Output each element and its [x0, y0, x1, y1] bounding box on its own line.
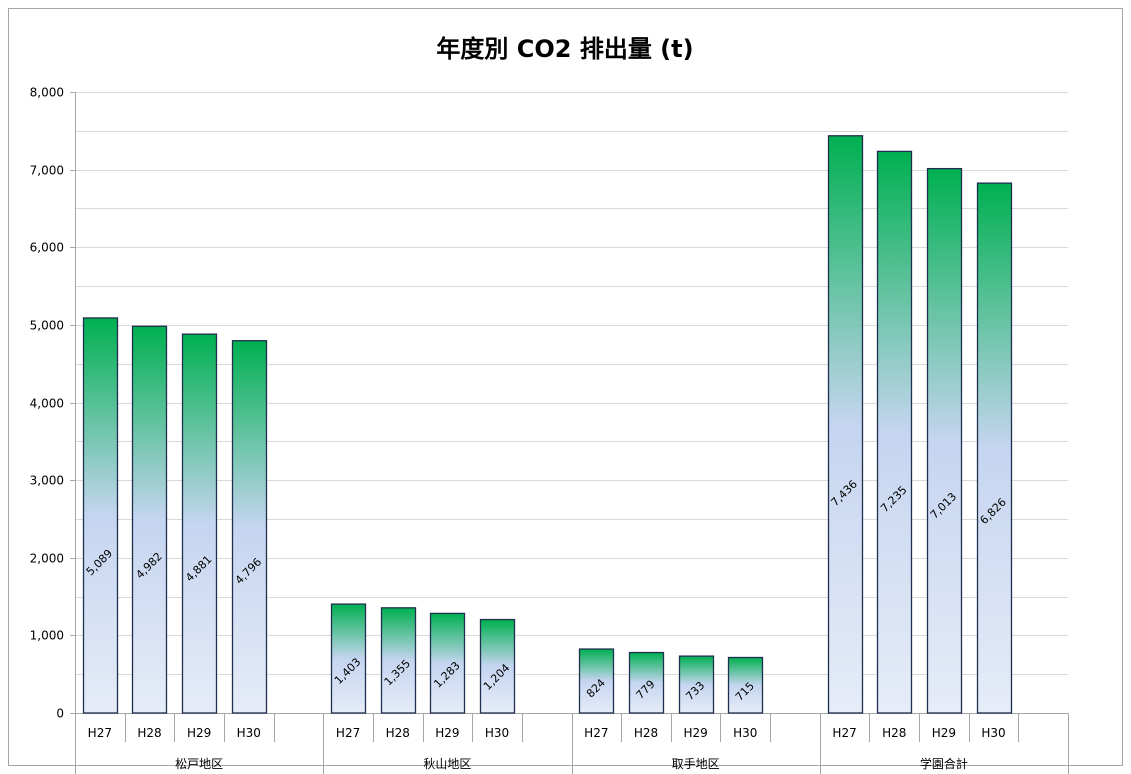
x-tick-label: H27: [336, 726, 360, 740]
y-tick-label: 4,000: [30, 397, 64, 411]
group-label: 秋山地区: [423, 757, 471, 771]
x-tick-label: H27: [88, 726, 112, 740]
bar: [131, 325, 168, 714]
bar: [578, 648, 615, 714]
y-tick-label: 2,000: [30, 552, 64, 566]
bar: [926, 167, 963, 714]
x-tick-label: H28: [634, 726, 658, 740]
chart-title: 年度別 CO2 排出量 (t): [436, 35, 693, 63]
bar: [827, 135, 864, 714]
bar: [429, 612, 466, 714]
x-tick-label: H29: [187, 726, 211, 740]
bar: [181, 333, 218, 714]
group-label: 松戸地区: [175, 757, 223, 771]
x-tick-label: H30: [237, 726, 261, 740]
x-tick-label: H30: [733, 726, 757, 740]
bar: [628, 651, 665, 714]
x-tick-label: H29: [932, 726, 956, 740]
x-tick-label: H27: [832, 726, 856, 740]
chart-frame: [8, 8, 1123, 766]
x-tick-label: H29: [435, 726, 459, 740]
bar: [231, 340, 268, 714]
bar: [380, 607, 417, 714]
x-tick-label: H28: [882, 726, 906, 740]
x-tick-label: H29: [683, 726, 707, 740]
bar: [330, 603, 367, 714]
x-tick-label: H30: [981, 726, 1005, 740]
y-tick-label: 6,000: [30, 241, 64, 255]
grid-layer: [75, 92, 1068, 714]
group-label: 学園合計: [920, 756, 968, 771]
x-tick-label: H27: [584, 726, 608, 740]
y-tick-label: 5,000: [30, 319, 64, 333]
y-tick-label: 0: [56, 707, 64, 721]
y-tick-label: 3,000: [30, 474, 64, 488]
bar: [876, 150, 913, 714]
y-tick-label: 8,000: [30, 86, 64, 100]
y-tick-label: 7,000: [30, 164, 64, 178]
x-tick-label: H28: [386, 726, 410, 740]
y-tick-label: 1,000: [30, 629, 64, 643]
axis-layer: 0 1,000 2,000 3,000 4,000 5,000 6,000 7,000 8,00…: [30, 86, 1069, 774]
bar: [82, 317, 119, 714]
group-label: 取手地区: [672, 757, 720, 771]
bar: [976, 182, 1013, 714]
x-tick-label: H30: [485, 726, 509, 740]
bar: [479, 618, 516, 714]
x-tick-label: H28: [137, 726, 161, 740]
bar: [678, 655, 715, 714]
bar: [727, 656, 764, 714]
